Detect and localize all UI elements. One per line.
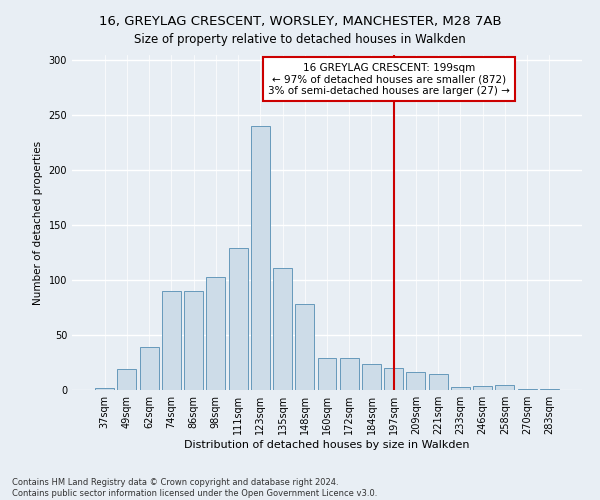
Bar <box>95 388 114 390</box>
Bar <box>540 389 559 390</box>
Bar <box>473 386 492 390</box>
Bar <box>251 126 270 390</box>
Bar <box>340 358 359 390</box>
Bar <box>406 372 425 390</box>
Bar <box>206 277 225 390</box>
Bar <box>362 364 381 390</box>
Bar <box>429 374 448 390</box>
Bar <box>140 347 158 390</box>
Bar <box>229 248 248 390</box>
Text: Size of property relative to detached houses in Walkden: Size of property relative to detached ho… <box>134 32 466 46</box>
Text: Contains HM Land Registry data © Crown copyright and database right 2024.
Contai: Contains HM Land Registry data © Crown c… <box>12 478 377 498</box>
Bar <box>162 291 181 390</box>
Y-axis label: Number of detached properties: Number of detached properties <box>33 140 43 304</box>
Bar <box>384 368 403 390</box>
Bar <box>184 291 203 390</box>
Text: 16, GREYLAG CRESCENT, WORSLEY, MANCHESTER, M28 7AB: 16, GREYLAG CRESCENT, WORSLEY, MANCHESTE… <box>98 15 502 28</box>
Bar <box>518 389 536 390</box>
Bar <box>451 386 470 390</box>
Bar <box>295 304 314 390</box>
Bar <box>118 369 136 390</box>
Bar <box>273 268 292 390</box>
Bar <box>317 358 337 390</box>
Bar <box>496 384 514 390</box>
X-axis label: Distribution of detached houses by size in Walkden: Distribution of detached houses by size … <box>184 440 470 450</box>
Text: 16 GREYLAG CRESCENT: 199sqm
← 97% of detached houses are smaller (872)
3% of sem: 16 GREYLAG CRESCENT: 199sqm ← 97% of det… <box>268 62 510 96</box>
